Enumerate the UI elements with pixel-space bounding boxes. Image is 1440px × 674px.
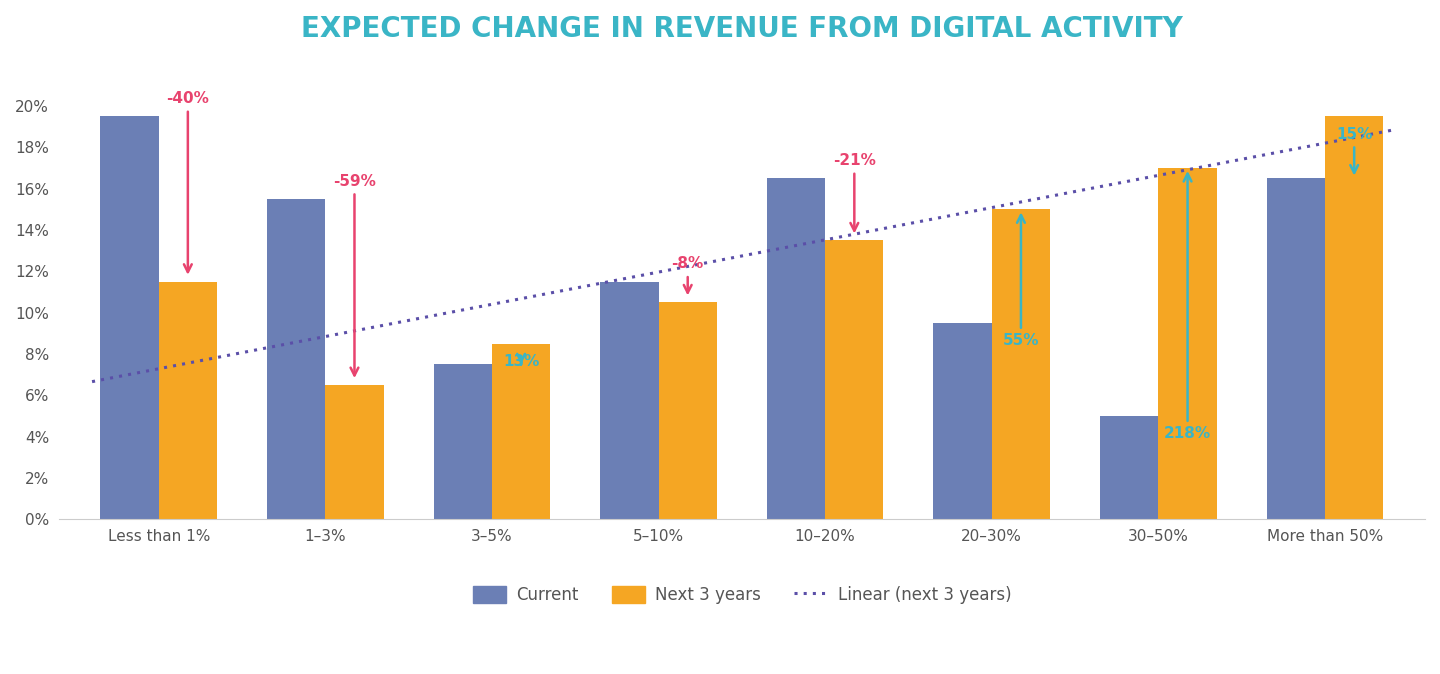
Bar <box>658 303 717 520</box>
Bar <box>266 199 325 520</box>
Bar <box>1158 168 1217 520</box>
Bar <box>101 117 158 520</box>
Bar <box>768 179 825 520</box>
Bar <box>1325 117 1384 520</box>
Bar <box>433 365 492 520</box>
Text: -40%: -40% <box>167 91 209 272</box>
Bar <box>1100 416 1158 520</box>
Text: 218%: 218% <box>1164 174 1211 441</box>
Bar <box>992 210 1050 520</box>
Bar <box>158 282 217 520</box>
Text: -21%: -21% <box>832 153 876 231</box>
Text: 55%: 55% <box>1002 215 1040 348</box>
Legend: Current, Next 3 years, Linear (next 3 years): Current, Next 3 years, Linear (next 3 ye… <box>467 580 1018 611</box>
Bar <box>1267 179 1325 520</box>
Bar <box>825 241 884 520</box>
Text: -8%: -8% <box>671 256 704 293</box>
Text: 15%: 15% <box>1336 127 1372 173</box>
Bar <box>492 344 550 520</box>
Bar <box>600 282 658 520</box>
Title: EXPECTED CHANGE IN REVENUE FROM DIGITAL ACTIVITY: EXPECTED CHANGE IN REVENUE FROM DIGITAL … <box>301 15 1182 43</box>
Bar <box>325 385 383 520</box>
Bar <box>933 323 992 520</box>
Text: 13%: 13% <box>503 354 539 369</box>
Text: -59%: -59% <box>333 174 376 375</box>
